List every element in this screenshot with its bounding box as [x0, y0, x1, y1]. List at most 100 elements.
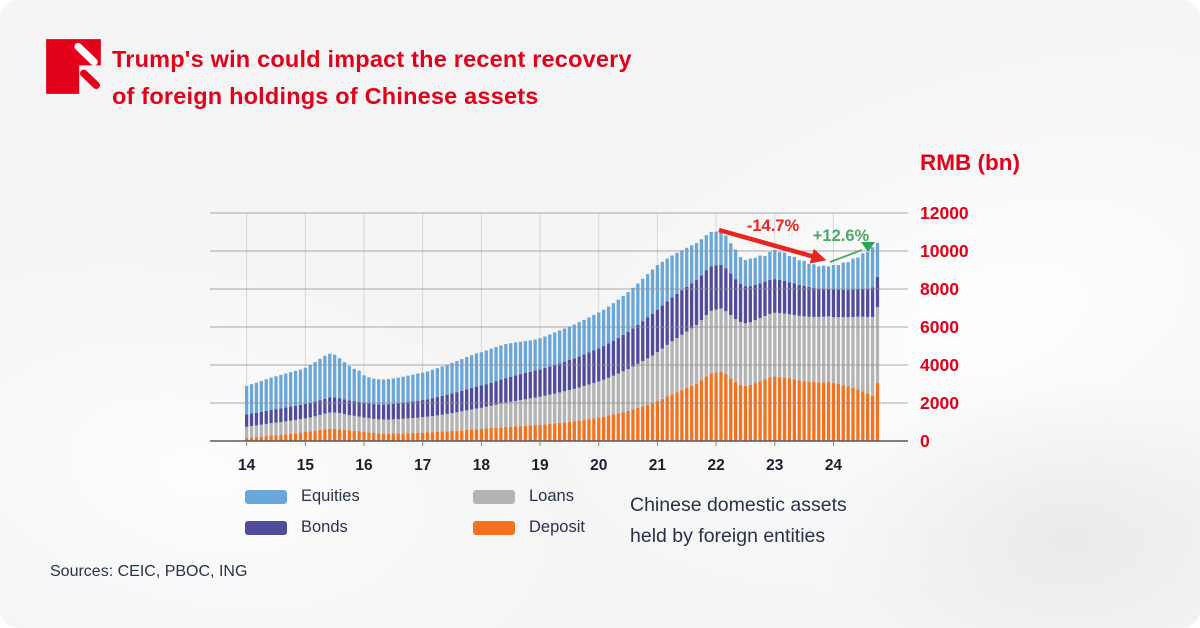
bar-segment-loans: [274, 422, 278, 436]
bar-segment-loans: [851, 316, 855, 388]
bar-segment-bonds: [259, 411, 263, 425]
bar-segment-deposit: [259, 436, 263, 441]
bar-segment-equities: [513, 342, 518, 376]
bar-segment-loans: [367, 418, 371, 433]
bar-segment-bonds: [337, 398, 342, 414]
bar-segment-bonds: [797, 284, 801, 316]
bar-segment-bonds: [621, 334, 625, 372]
bar-segment-deposit: [323, 429, 327, 441]
deposit-swatch: [473, 520, 515, 535]
bar-segment-deposit: [655, 401, 660, 441]
bar-segment-deposit: [875, 383, 880, 441]
bar-segment-deposit: [650, 403, 655, 441]
bar-segment-bonds: [616, 337, 620, 374]
bar-segment-equities: [284, 373, 288, 408]
bar-segment-equities: [694, 243, 699, 281]
bar-segment-equities: [636, 283, 640, 325]
sources-note: Sources: CEIC, PBOC, ING: [50, 563, 248, 580]
bar-segment-equities: [421, 372, 425, 401]
bar-segment-loans: [440, 414, 444, 432]
bar-segment-bonds: [729, 273, 733, 316]
bar-segment-equities: [729, 243, 733, 274]
bar-segment-deposit: [797, 380, 801, 441]
bar-segment-loans: [817, 316, 821, 383]
bar-segment-equities: [616, 299, 620, 338]
bar-segment-loans: [812, 316, 816, 383]
y-tick-label: 12000: [920, 203, 969, 223]
bar-segment-bonds: [460, 390, 464, 412]
bar-segment-equities: [479, 352, 484, 386]
bar-segment-equities: [650, 269, 655, 314]
bar-segment-loans: [499, 403, 503, 428]
bar-segment-equities: [543, 336, 547, 369]
bar-segment-deposit: [499, 427, 503, 441]
bar-segment-bonds: [396, 403, 400, 420]
bar-segment-equities: [445, 364, 449, 395]
bar-segment-loans: [342, 414, 347, 430]
bar-segment-deposit: [851, 387, 855, 441]
bar-segment-equities: [372, 378, 376, 405]
bar-segment-bonds: [601, 346, 606, 380]
bar-segment-loans: [543, 395, 547, 425]
bar-segment-deposit: [689, 385, 694, 441]
bar-segment-loans: [567, 390, 572, 422]
recovery-label: +12.6%: [813, 227, 870, 245]
bar-segment-bonds: [489, 382, 493, 406]
bar-segment-deposit: [787, 378, 792, 441]
bar-segment-deposit: [352, 430, 356, 441]
recovery-annotation: +12.6%: [813, 227, 875, 263]
bar-segment-bonds: [689, 283, 694, 329]
bar-segment-deposit: [386, 433, 391, 441]
bar-segment-deposit: [621, 412, 625, 441]
bar-segment-equities: [460, 359, 464, 391]
bar-segment-loans: [562, 391, 567, 423]
bar-segment-bonds: [342, 399, 347, 415]
legend-item-deposit: Deposit: [473, 518, 633, 536]
bar-segment-deposit: [445, 431, 449, 441]
bar-segment-equities: [499, 345, 503, 380]
bar-segment-loans: [616, 373, 620, 414]
bar-segment-equities: [753, 257, 757, 285]
bar-segment-loans: [249, 425, 254, 438]
headline-line-2: of foreign holdings of Chinese assets: [112, 83, 539, 109]
bar-segment-equities: [274, 376, 278, 410]
bar-segment-equities: [582, 319, 586, 355]
legend-label: Loans: [529, 487, 574, 505]
bar-segment-loans: [279, 422, 283, 435]
bar-segment-bonds: [719, 264, 723, 309]
bar-segment-bonds: [753, 284, 757, 321]
bar-segment-loans: [254, 425, 259, 438]
x-tick-label: 22: [707, 457, 724, 474]
bar-segment-equities: [377, 379, 381, 405]
bar-segment-equities: [645, 274, 650, 318]
bar-segment-equities: [450, 362, 454, 394]
bar-segment-deposit: [836, 384, 840, 441]
bar-segment-bonds: [846, 289, 850, 318]
bar-segment-deposit: [861, 391, 865, 441]
bar-segment-equities: [758, 255, 762, 284]
bar-segment-equities: [856, 257, 860, 289]
bar-segment-bonds: [861, 288, 865, 317]
bar-segment-deposit: [778, 376, 782, 441]
bar-segment-equities: [254, 382, 259, 413]
bar-segment-deposit: [396, 433, 400, 441]
bar-segment-deposit: [601, 416, 606, 441]
x-tick-label: 23: [766, 457, 784, 474]
bar-segment-equities: [342, 362, 347, 400]
bar-segment-equities: [655, 265, 660, 310]
bar-segment-bonds: [293, 405, 298, 420]
bar-segment-bonds: [455, 392, 459, 413]
bar-segment-deposit: [411, 433, 415, 441]
bar-segment-loans: [768, 313, 772, 378]
bar-segment-loans: [289, 420, 293, 434]
bar-segment-deposit: [685, 387, 689, 441]
bar-segment-deposit: [513, 426, 518, 441]
bar-segment-loans: [753, 320, 757, 384]
bar-segment-equities: [386, 379, 391, 405]
bar-segment-equities: [601, 309, 606, 347]
bar-segment-bonds: [831, 289, 836, 318]
bar-segment-deposit: [597, 417, 601, 441]
bar-segment-bonds: [870, 287, 875, 317]
bar-segment-equities: [352, 368, 356, 402]
